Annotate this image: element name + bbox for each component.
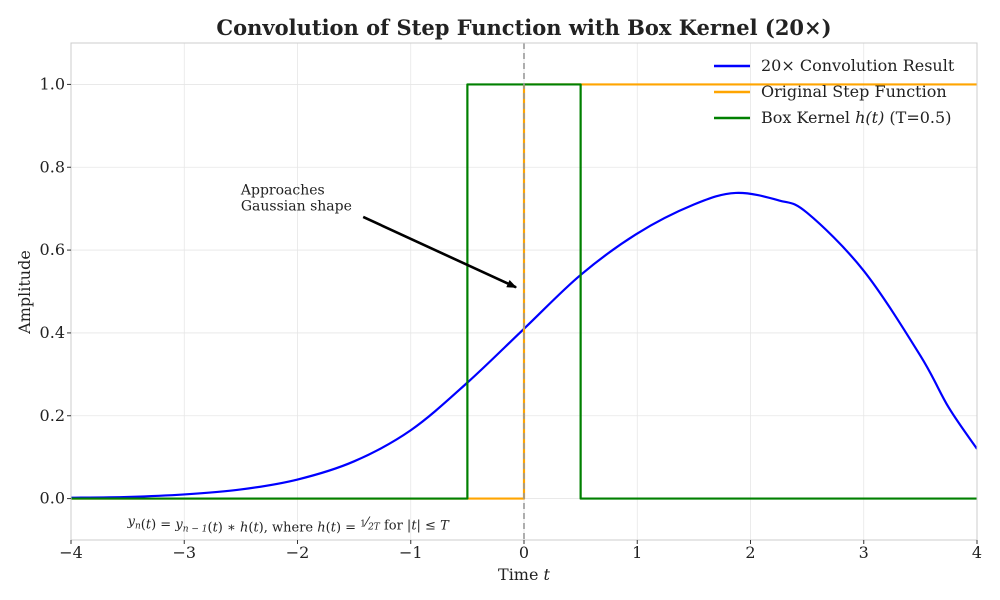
x-tick-label: 4 — [972, 543, 982, 562]
y-axis-label: Amplitude — [15, 250, 34, 335]
x-tick-label: 1 — [632, 543, 642, 562]
chart-title: Convolution of Step Function with Box Ke… — [216, 15, 831, 40]
annotation-text: Gaussian shape — [241, 199, 352, 215]
annotation-text: Approaches — [240, 183, 325, 199]
x-axis-label-var: t — [544, 565, 551, 584]
y-axis: 0.0 0.2 0.4 0.6 0.8 1.0 — [40, 74, 71, 508]
y-tick-label: 1.0 — [40, 74, 65, 93]
y-tick-label: 0.6 — [40, 240, 65, 259]
annotation-arrow — [362, 215, 517, 289]
y-tick-label: 0.2 — [40, 406, 65, 425]
x-tick-label: −2 — [286, 543, 310, 562]
x-tick-label: −3 — [172, 543, 196, 562]
legend-item-2: Original Step Function — [714, 82, 947, 101]
y-tick-label: 0.8 — [40, 157, 65, 176]
legend-item-3: Box Kernel h(t) (T=0.5) — [714, 108, 951, 127]
formula-annotation: yn(t) = yn − 1(t) ∗ h(t), where h(t) = 1… — [127, 514, 450, 535]
y-tick-label: 0.0 — [40, 489, 65, 508]
x-tick-label: 3 — [859, 543, 869, 562]
x-tick-label: −1 — [399, 543, 423, 562]
legend: 20× Convolution Result Original Step Func… — [714, 56, 955, 127]
legend-item-1: 20× Convolution Result — [714, 56, 955, 75]
x-axis-label-text: Time — [498, 565, 544, 584]
legend-label: Original Step Function — [761, 82, 947, 101]
y-tick-label: 0.4 — [40, 323, 65, 342]
x-axis-label: Time t — [498, 565, 551, 584]
x-tick-label: 0 — [519, 543, 529, 562]
x-axis: −4 −3 −2 −1 0 1 2 3 4 — [59, 540, 982, 562]
legend-label: 20× Convolution Result — [761, 56, 955, 75]
x-tick-label: −4 — [59, 543, 83, 562]
x-tick-label: 2 — [745, 543, 755, 562]
legend-label: Box Kernel h(t) (T=0.5) — [761, 108, 951, 127]
